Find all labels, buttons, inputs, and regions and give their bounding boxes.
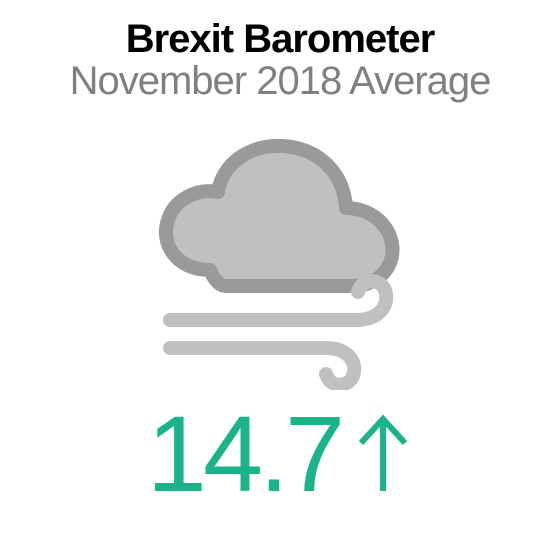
cloud-wind-icon bbox=[130, 130, 430, 390]
trend-up-icon bbox=[353, 409, 413, 499]
metric-row: 14.7 bbox=[147, 400, 413, 508]
header: Brexit Barometer November 2018 Average bbox=[70, 18, 491, 102]
weather-icon-wrap bbox=[130, 130, 430, 390]
page-title: Brexit Barometer bbox=[70, 18, 491, 60]
metric-value: 14.7 bbox=[147, 400, 341, 508]
page-subtitle: November 2018 Average bbox=[70, 60, 491, 102]
